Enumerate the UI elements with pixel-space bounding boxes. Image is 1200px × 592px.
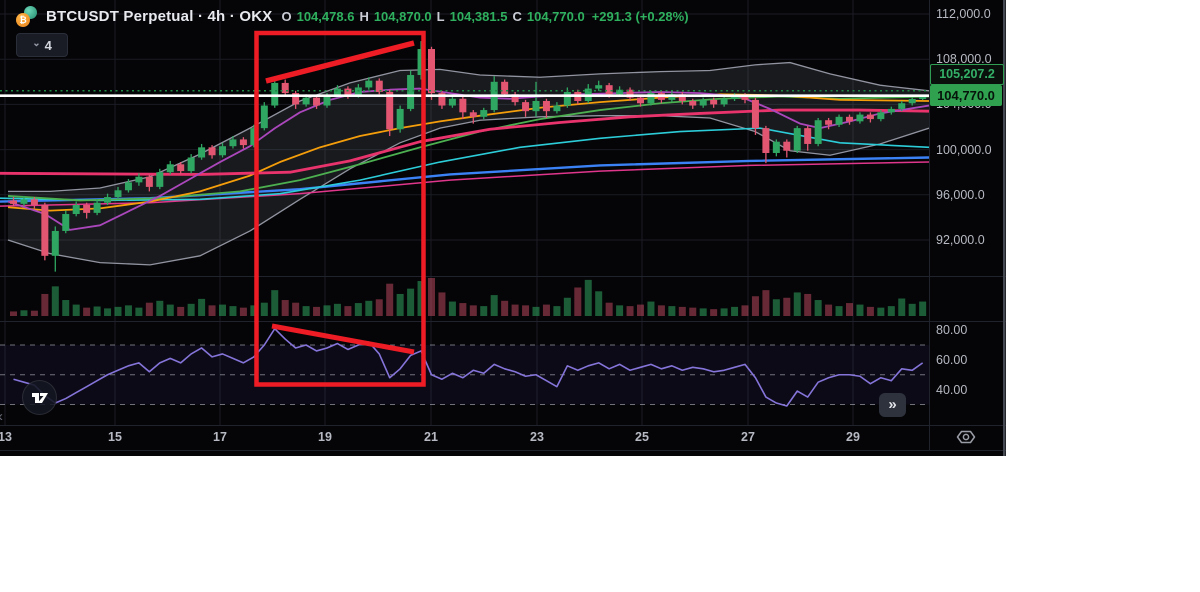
chevron-down-icon: ⌄ — [32, 38, 41, 49]
low-label: L — [436, 9, 445, 24]
time-axis-label: 15 — [108, 430, 122, 444]
price-axis-label: 96,000.0 — [936, 188, 985, 202]
ma-teal — [0, 127, 929, 202]
time-axis-label: 23 — [530, 430, 544, 444]
btc-usdt-pair-icon: ₿ — [16, 6, 37, 27]
rsi-line — [13, 327, 924, 407]
time-axis-label: 29 — [846, 430, 860, 444]
trading-chart-window: ₿ BTCUSDT Perpetual · 4h · OKX O 104,478… — [0, 0, 1006, 456]
rsi-axis-label: 80.00 — [936, 323, 968, 337]
volume-layer — [10, 278, 927, 316]
time-axis-label: 27 — [741, 430, 755, 444]
time-axis-label: 25 — [635, 430, 649, 444]
high-value: 104,870.0 — [373, 9, 432, 24]
time-axis-label: 13 — [0, 430, 12, 444]
candles-layer — [10, 41, 927, 272]
change-value: +291.3 (+0.28%) — [591, 9, 689, 24]
price-axis-label: 100,000.0 — [936, 143, 992, 157]
chart-canvas[interactable] — [0, 0, 1006, 456]
price-axis-label: 92,000.0 — [936, 233, 985, 247]
separators-layer — [0, 0, 1006, 456]
high-price-badge: 105,207.2 — [930, 64, 1004, 85]
chart-header: ₿ BTCUSDT Perpetual · 4h · OKX O 104,478… — [16, 6, 689, 27]
time-axis-label: 17 — [213, 430, 227, 444]
last-price-badge: 104,770.0 — [930, 85, 1002, 106]
ohlc-readout: O 104,478.6 H 104,870.0 L 104,381.5 C 10… — [281, 9, 688, 24]
interval-dropdown-button[interactable]: ⌄ 4 — [16, 33, 68, 57]
time-axis-label: 21 — [424, 430, 438, 444]
chart-right-border — [1003, 0, 1006, 456]
annotations-layer[interactable] — [254, 30, 426, 387]
bitcoin-coin-icon: ₿ — [16, 13, 30, 27]
close-label: C — [512, 9, 522, 24]
ma-crimson — [0, 108, 929, 176]
annotation-trendline-price — [265, 40, 415, 84]
interval-value: 4 — [44, 37, 52, 53]
price-axis-label: 112,000.0 — [936, 7, 991, 21]
annotation-rectangle — [254, 30, 426, 387]
low-value: 104,381.5 — [449, 9, 508, 24]
rsi-axis-label: 40.00 — [936, 383, 968, 397]
annotation-trendline-rsi — [271, 323, 415, 355]
rsi-layer — [0, 327, 929, 407]
rsi-axis-label: 60.00 — [936, 353, 968, 367]
ma-magenta — [0, 161, 929, 207]
tradingview-logo-glyph — [32, 393, 48, 403]
open-value: 104,478.6 — [296, 9, 355, 24]
symbol-title[interactable]: BTCUSDT Perpetual · 4h · OKX — [46, 8, 273, 25]
bollinger-band-fill — [8, 62, 929, 265]
time-axis-label: 19 — [318, 430, 332, 444]
close-value: 104,770.0 — [526, 9, 585, 24]
price-axis-label: 108,000.0 — [936, 52, 992, 66]
high-label: H — [359, 9, 369, 24]
left-chevron-icon[interactable]: ‹ — [0, 408, 3, 425]
scroll-to-recent-button[interactable]: » — [879, 393, 906, 417]
plot-layer — [0, 41, 929, 407]
tradingview-logo[interactable] — [22, 380, 57, 415]
settings-icon[interactable] — [953, 425, 979, 449]
open-label: O — [281, 9, 292, 24]
